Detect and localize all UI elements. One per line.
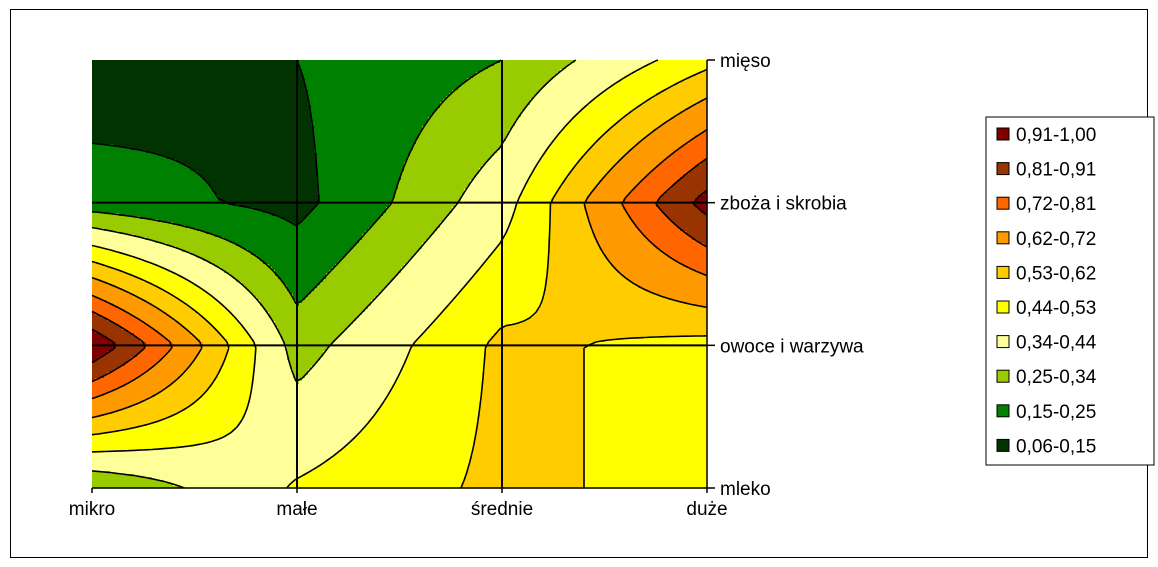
contour-chart: mikro małe średnie duże mlekoowoce i warzyw… xyxy=(0,0,1158,567)
